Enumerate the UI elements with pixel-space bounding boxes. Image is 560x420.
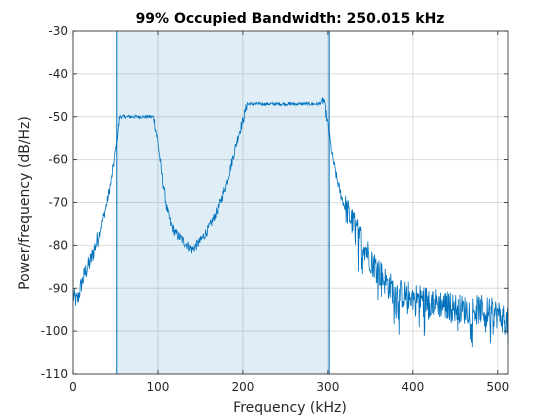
y-tick-label: -60 xyxy=(48,153,68,167)
x-axis-label: Frequency (kHz) xyxy=(233,400,347,416)
y-tick-label: -70 xyxy=(48,196,68,210)
x-tick-label: 200 xyxy=(231,380,254,394)
x-tick-label: 300 xyxy=(316,380,339,394)
x-tick-label: 500 xyxy=(486,380,509,394)
chart-title: 99% Occupied Bandwidth: 250.015 kHz xyxy=(136,11,445,27)
psd-line xyxy=(72,97,509,348)
y-tick-label: -110 xyxy=(41,367,68,381)
y-tick-label: -80 xyxy=(48,238,68,252)
tick-labels: 0 100 200 300 400 500 -110 -100 -90 -80 -70 -60 -50 -… xyxy=(41,24,509,394)
y-tick-label: -100 xyxy=(41,324,68,338)
psd-line-group xyxy=(72,97,509,348)
occupied-band-fill xyxy=(116,31,330,374)
y-tick-label: -30 xyxy=(48,24,68,38)
occupied-band xyxy=(116,31,330,374)
x-tick-label: 0 xyxy=(69,380,77,394)
y-tick-label: -90 xyxy=(48,281,68,295)
y-axis-label: Power/frequency (dB/Hz) xyxy=(17,116,33,290)
y-tick-label: -50 xyxy=(48,110,68,124)
axes xyxy=(72,30,509,375)
x-tick-label: 100 xyxy=(147,380,170,394)
y-tick-label: -40 xyxy=(48,67,68,81)
x-tick-label: 400 xyxy=(401,380,424,394)
